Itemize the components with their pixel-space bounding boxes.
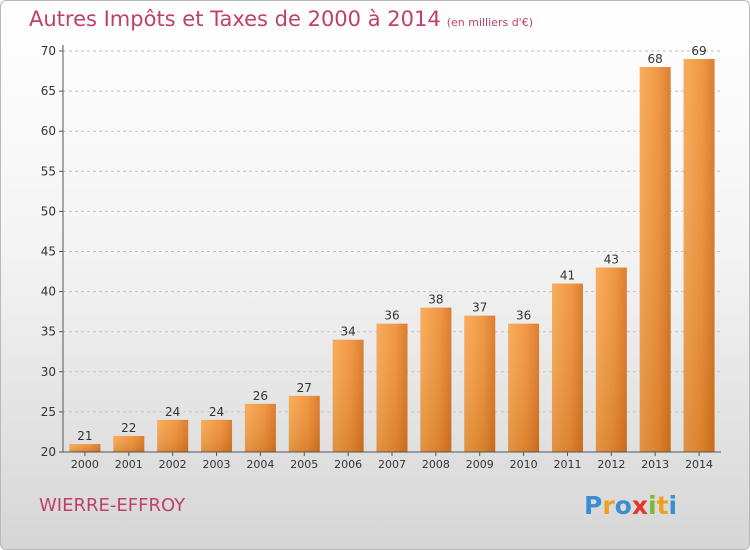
logo-letter: P — [584, 491, 603, 520]
data-label: 21 — [77, 429, 92, 443]
x-tick-label: 2005 — [290, 458, 318, 471]
bar-shade-2011 — [551, 283, 583, 452]
x-tick-label: 2014 — [685, 458, 713, 471]
axes: 20 25 30 35 40 45 50 55 60 65 70 2000 2001 2002 2003 20… — [41, 44, 721, 471]
x-tick-label: 2003 — [203, 458, 231, 471]
chart-title: Autres Impôts et Taxes de 2000 à 2014 — [29, 7, 441, 31]
chart-title-block: Autres Impôts et Taxes de 2000 à 2014 (en… — [29, 7, 533, 31]
x-tick-label: 2013 — [641, 458, 669, 471]
logo-letter: r — [602, 491, 615, 520]
logo-letter: i — [668, 491, 678, 520]
town-name: WIERRE-EFFROY — [39, 495, 186, 516]
y-tick-label: 65 — [41, 84, 56, 98]
y-tick-label: 45 — [41, 245, 56, 259]
bar-shade-2000 — [69, 443, 101, 452]
x-tick-label: 2007 — [378, 458, 406, 471]
data-label: 26 — [253, 389, 268, 403]
bar-shade-2008 — [420, 307, 452, 452]
y-tick-label: 50 — [41, 204, 56, 218]
x-tick-label: 2012 — [597, 458, 625, 471]
data-label: 43 — [604, 253, 619, 267]
data-label: 41 — [560, 269, 575, 283]
data-label: 24 — [209, 405, 224, 419]
data-label: 27 — [297, 381, 312, 395]
data-label: 68 — [648, 52, 663, 66]
x-tick-label: 2006 — [334, 458, 362, 471]
data-label: 24 — [165, 405, 180, 419]
data-label: 38 — [428, 293, 443, 307]
bar-shade-2013 — [639, 67, 671, 452]
x-tick-label: 2001 — [115, 458, 143, 471]
bar-shade-2006 — [332, 339, 364, 452]
bar-shade-2009 — [464, 315, 496, 452]
bar-shade-2005 — [288, 395, 320, 452]
x-tick-label: 2011 — [553, 458, 581, 471]
logo-letter: x — [631, 491, 648, 520]
y-tick-label: 25 — [41, 405, 56, 419]
y-tick-label: 60 — [41, 124, 56, 138]
bar-shade-2002 — [157, 419, 189, 452]
x-tick-label: 2004 — [246, 458, 274, 471]
proxiti-logo: Proxiti — [584, 491, 677, 520]
bar-shade-2010 — [508, 323, 540, 452]
x-tick-label: 2008 — [422, 458, 450, 471]
chart-unit: (en milliers d'€) — [446, 16, 533, 29]
y-tick-label: 35 — [41, 325, 56, 339]
data-label: 69 — [691, 44, 706, 58]
bar-shade-2014 — [683, 59, 715, 453]
x-tick-label: 2000 — [71, 458, 99, 471]
y-tick-label: 20 — [41, 445, 56, 459]
data-label: 36 — [384, 309, 399, 323]
data-label: 34 — [340, 325, 355, 339]
bar-shade-2001 — [113, 435, 145, 452]
logo-letter: t — [656, 491, 669, 520]
y-tick-label: 40 — [41, 285, 56, 299]
bar-shade-2012 — [595, 267, 627, 452]
data-label: 37 — [472, 301, 487, 315]
bar-shade-2007 — [376, 323, 408, 452]
logo-letter: o — [614, 491, 632, 520]
x-tick-label: 2002 — [159, 458, 187, 471]
y-tick-label: 55 — [41, 164, 56, 178]
data-label: 22 — [121, 421, 136, 435]
bars: 21 22 24 24 26 27 34 36 38 37 36 41 43 68 69 — [69, 44, 715, 453]
data-label: 36 — [516, 309, 531, 323]
bar-shade-2003 — [201, 419, 233, 452]
x-tick-label: 2010 — [510, 458, 538, 471]
y-tick-label: 30 — [41, 365, 56, 379]
x-tick-label: 2009 — [466, 458, 494, 471]
y-tick-label: 70 — [41, 44, 56, 58]
logo-letter: i — [648, 491, 657, 520]
bar-shade-2004 — [244, 403, 276, 452]
